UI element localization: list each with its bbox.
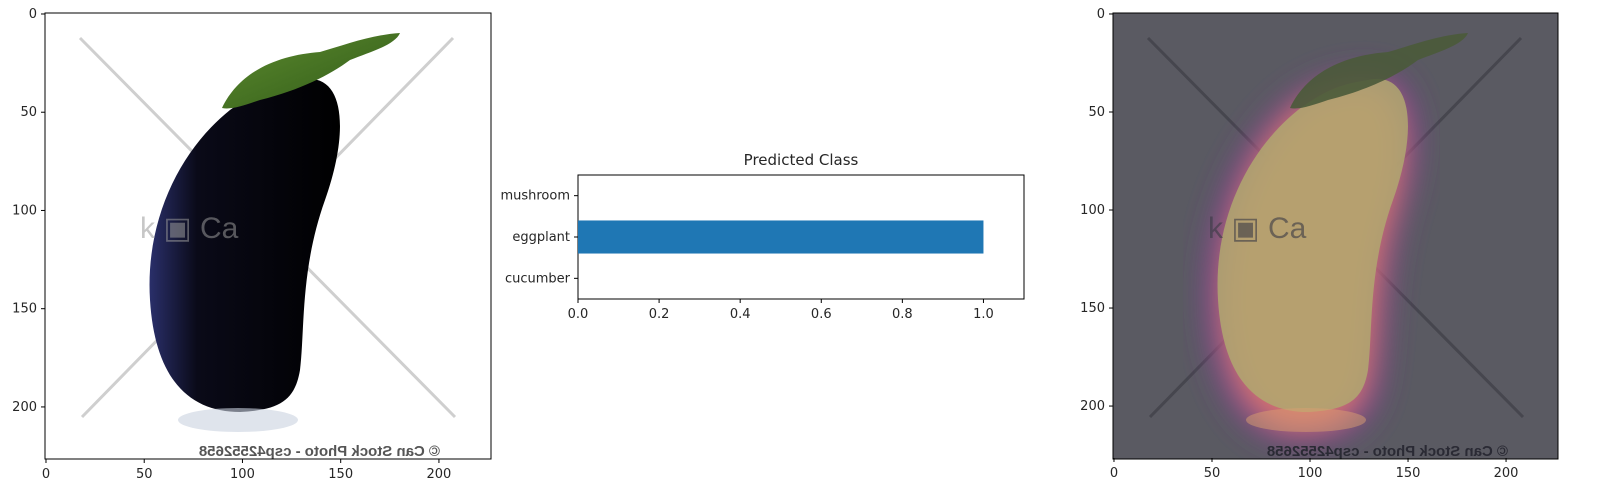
x-tick-label: 150 (328, 467, 353, 482)
y-tick-label: 150 (12, 302, 37, 317)
left-axes-frame (44, 12, 492, 460)
x-tick-label: 0.0 (568, 307, 589, 322)
category-label-mushroom: mushroom (500, 189, 570, 204)
x-tick-label: 150 (1396, 466, 1421, 481)
left-watermark-mid: k ▣ Ca (140, 212, 239, 245)
right-axis-ticks: 0 50 100 150 200 0 50 100 150 200 (1080, 7, 1518, 481)
x-tick-label: 100 (1298, 466, 1323, 481)
x-tick-label: 1.0 (973, 307, 994, 322)
y-tick-label: 50 (20, 105, 37, 120)
x-tick-label: 0.2 (649, 307, 670, 322)
right-watermark-bottom: © Can Stock Photo - csp42552658 (1267, 443, 1508, 460)
bars-group (578, 220, 984, 254)
left-axis-ticks: 0 50 100 150 200 0 50 100 150 200 (12, 7, 451, 482)
gradcam-overlay: k ▣ Ca © Can Stock Photo - csp42552658 (1113, 13, 1558, 460)
left-watermark-bottom: © Can Stock Photo - csp42552658 (199, 443, 440, 460)
left-image-panel: k ▣ Ca © Can Stock Photo - csp42552658 0… (12, 7, 492, 482)
y-tick-label: 0 (29, 7, 37, 22)
y-tick-label: 200 (12, 400, 37, 415)
x-tick-label: 100 (230, 467, 255, 482)
x-tick-label: 200 (427, 467, 452, 482)
chart-title: Predicted Class (744, 151, 859, 169)
right-heatmap-panel: k ▣ Ca © Can Stock Photo - csp42552658 0… (1080, 7, 1559, 481)
y-tick-label: 150 (1080, 301, 1105, 316)
predicted-class-chart: Predicted Class cucumber eggplant mushroom… (500, 151, 1025, 322)
category-label-eggplant: eggplant (512, 230, 570, 245)
x-tick-label: 0.8 (892, 307, 913, 322)
eggplant-photo: k ▣ Ca © Can Stock Photo - csp42552658 (45, 13, 491, 460)
right-watermark-mid: k ▣ Ca (1208, 212, 1307, 245)
right-axes-frame (1112, 12, 1559, 460)
x-tick-label: 0 (42, 467, 50, 482)
x-tick-label: 200 (1494, 466, 1519, 481)
x-tick-label: 0.6 (811, 307, 832, 322)
x-tick-label: 0.4 (730, 307, 751, 322)
x-tick-label: 50 (1204, 466, 1221, 481)
y-tick-label: 50 (1088, 105, 1105, 120)
x-tick-label: 50 (136, 467, 153, 482)
y-tick-label: 0 (1097, 7, 1105, 22)
y-tick-label: 100 (1080, 203, 1105, 218)
bar-eggplant (578, 220, 984, 254)
category-label-cucumber: cucumber (505, 271, 571, 286)
bar-axis-ticks: cucumber eggplant mushroom 0.0 0.2 0.4 0.6 0.8 1… (500, 189, 993, 322)
y-tick-label: 100 (12, 203, 37, 218)
x-tick-label: 0 (1110, 466, 1118, 481)
y-tick-label: 200 (1080, 399, 1105, 414)
